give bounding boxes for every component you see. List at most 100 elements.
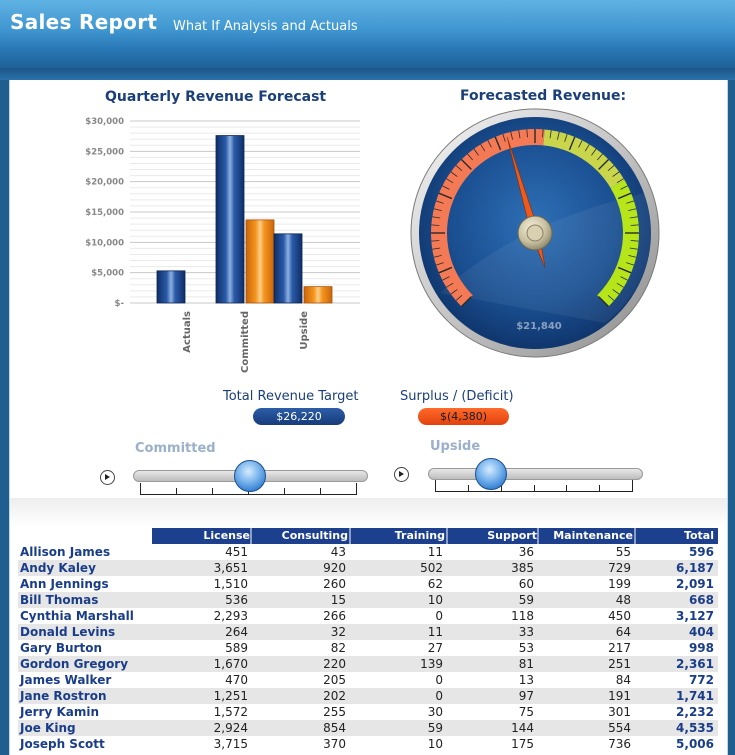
gauge-tick bbox=[446, 178, 454, 184]
table-row[interactable]: Jane Rostron 1,251 202 0 97 191 1,741 bbox=[18, 688, 718, 704]
slider-tick bbox=[566, 485, 568, 492]
table-row[interactable]: Gary Burton 589 82 27 53 217 998 bbox=[18, 640, 718, 656]
gauge-tick bbox=[629, 247, 638, 250]
cell-license: 3,715 bbox=[213, 737, 248, 751]
slider-tick bbox=[320, 488, 321, 495]
cell-total: 2,232 bbox=[676, 705, 714, 719]
table-row[interactable]: Jerry Kamin 1,572 255 30 75 301 2,232 bbox=[18, 704, 718, 720]
cell-training: 27 bbox=[427, 641, 443, 655]
slider-tick bbox=[599, 485, 601, 492]
cell-total: 596 bbox=[688, 545, 714, 559]
cell-consulting: 854 bbox=[323, 721, 346, 735]
cell-support: 60 bbox=[518, 577, 534, 591]
table-row[interactable]: Allison James 451 43 11 36 55 596 bbox=[18, 544, 718, 560]
gauge-tick bbox=[549, 130, 552, 139]
gauge-tick bbox=[612, 171, 620, 177]
gauge-tick bbox=[446, 282, 454, 288]
cell-training: 10 bbox=[427, 593, 443, 607]
table-row[interactable]: Donald Levins 264 32 11 33 64 404 bbox=[18, 624, 718, 640]
cell-total: 772 bbox=[688, 673, 714, 687]
cell-total: 998 bbox=[688, 641, 714, 655]
table-row[interactable]: Gordon Gregory 1,670 220 139 81 251 2,361 bbox=[18, 656, 718, 672]
committed-play-button[interactable] bbox=[100, 470, 115, 485]
cell-training: 0 bbox=[435, 673, 443, 687]
cell-support: 175 bbox=[511, 737, 534, 751]
slider-tick bbox=[533, 485, 535, 492]
surplus-value-badge: $(4,380) bbox=[418, 408, 509, 425]
cell-support: 36 bbox=[518, 545, 534, 559]
cell-maintenance: 199 bbox=[608, 577, 631, 591]
cell-license: 589 bbox=[225, 641, 248, 655]
cell-maintenance: 301 bbox=[608, 705, 631, 719]
gauge-tick bbox=[630, 240, 639, 242]
committed-slider-thumb[interactable] bbox=[233, 460, 266, 492]
col-license: License bbox=[203, 529, 250, 542]
gauge-tick bbox=[480, 144, 486, 152]
surplus-label: Surplus / (Deficit) bbox=[400, 389, 514, 404]
cell-training: 11 bbox=[427, 545, 443, 559]
table-row[interactable]: Joseph Scott 3,715 370 10 175 736 5,006 bbox=[18, 736, 718, 752]
app-subtitle: What If Analysis and Actuals bbox=[173, 19, 358, 34]
row-name: Gordon Gregory bbox=[20, 657, 129, 671]
upside-slider-track[interactable] bbox=[428, 468, 643, 480]
cell-license: 536 bbox=[225, 593, 248, 607]
gauge-tick bbox=[438, 266, 453, 274]
gauge-tick bbox=[455, 165, 463, 171]
gauge-tick bbox=[607, 295, 615, 301]
slider-tick bbox=[500, 485, 502, 492]
revenue-bar-chart: $30,000 $25,000 $20,000 $15,000 $10,000 $5,00… bbox=[85, 117, 360, 373]
slider-tick bbox=[284, 488, 285, 495]
table-row[interactable]: Cynthia Marshall 2,293 266 0 118 450 3,127 bbox=[18, 608, 718, 624]
cell-support: 144 bbox=[511, 721, 534, 735]
cell-support: 118 bbox=[511, 609, 534, 623]
table-row[interactable]: James Walker 470 205 0 13 84 772 bbox=[18, 672, 718, 688]
gauge-tick bbox=[433, 208, 442, 211]
y-tick-label: $- bbox=[115, 299, 125, 309]
gauge-tick bbox=[510, 131, 513, 140]
y-tick-label: $5,000 bbox=[91, 269, 124, 279]
upside-slider-thumb[interactable] bbox=[475, 458, 508, 490]
col-total: Total bbox=[683, 529, 714, 542]
gauge-band-red bbox=[431, 129, 545, 307]
target-value-badge: $26,220 bbox=[253, 408, 345, 425]
gauge-tick bbox=[616, 178, 624, 184]
gauge-tick bbox=[629, 216, 638, 219]
cell-maintenance: 251 bbox=[608, 657, 631, 671]
cell-support: 97 bbox=[518, 689, 534, 703]
cell-training: 10 bbox=[427, 737, 443, 751]
col-maintenance: Maintenance bbox=[553, 529, 633, 542]
cell-total: 1,741 bbox=[676, 689, 714, 703]
cell-consulting: 370 bbox=[323, 737, 346, 751]
cell-license: 2,293 bbox=[213, 609, 248, 623]
cell-license: 3,651 bbox=[213, 561, 248, 575]
row-name: Donald Levins bbox=[20, 625, 116, 639]
table-row[interactable]: Andy Kaley 3,651 920 502 385 729 6,187 bbox=[18, 560, 718, 576]
row-name: Gary Burton bbox=[20, 641, 102, 655]
cell-support: 81 bbox=[518, 657, 534, 671]
cell-consulting: 266 bbox=[323, 609, 346, 623]
x-tick-label: Committed bbox=[240, 311, 251, 373]
table-header-dividers bbox=[250, 528, 636, 544]
gauge-tick bbox=[502, 133, 506, 142]
cell-total: 2,091 bbox=[676, 577, 714, 591]
cell-support: 53 bbox=[518, 641, 534, 655]
cell-support: 33 bbox=[518, 625, 534, 639]
table-row[interactable]: Ann Jennings 1,510 260 62 60 199 2,091 bbox=[18, 576, 718, 592]
gauge-tick bbox=[617, 266, 632, 274]
gauge-tick bbox=[598, 158, 610, 170]
bar-blue-committed bbox=[215, 135, 245, 304]
slider-tick bbox=[632, 480, 633, 492]
cell-maintenance: 64 bbox=[615, 625, 631, 639]
table-row[interactable]: Bill Thomas 536 15 10 59 48 668 bbox=[18, 592, 718, 608]
cell-training: 502 bbox=[420, 561, 443, 575]
table-row[interactable]: Joe King 2,924 854 59 144 554 4,535 bbox=[18, 720, 718, 736]
gauge-tick bbox=[598, 296, 610, 308]
cell-total: 4,535 bbox=[676, 721, 714, 735]
gauge-title: Forecasted Revenue: bbox=[460, 88, 627, 104]
cell-support: 59 bbox=[518, 593, 534, 607]
cell-maintenance: 554 bbox=[608, 721, 631, 735]
upside-play-button[interactable] bbox=[394, 467, 409, 482]
cell-consulting: 255 bbox=[323, 705, 346, 719]
gauge-tick bbox=[450, 171, 458, 177]
gauge-tick bbox=[431, 224, 440, 226]
